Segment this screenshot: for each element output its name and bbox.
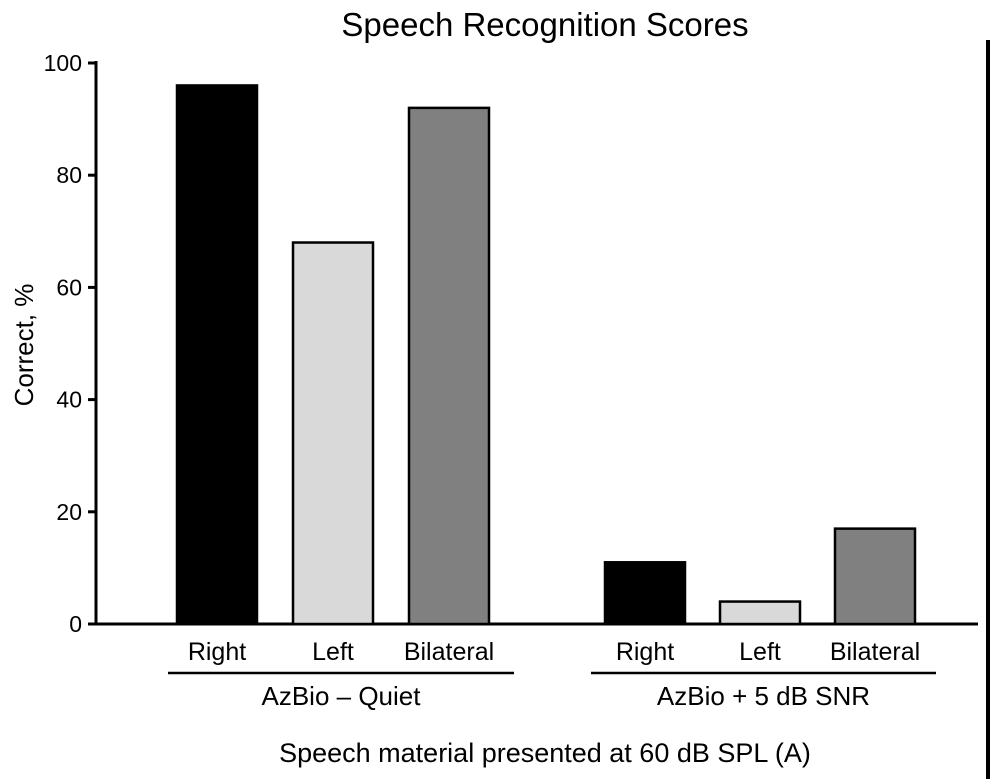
y-tick-label-20: 20 bbox=[56, 499, 82, 525]
bars bbox=[175, 84, 917, 626]
y-tick-label-100: 100 bbox=[44, 50, 82, 76]
bar-labels: Right Left Bilateral AzBio – Quiet Right Left… bbox=[168, 638, 936, 711]
bar-1-left bbox=[291, 241, 375, 626]
bar-1-right bbox=[175, 84, 259, 626]
category-label-1-left: Left bbox=[312, 638, 354, 666]
y-tick-label-80: 80 bbox=[56, 162, 82, 188]
category-label-2-bilateral: Bilateral bbox=[830, 638, 920, 666]
group-label-1: AzBio – Quiet bbox=[262, 681, 422, 711]
category-label-1-bilateral: Bilateral bbox=[404, 638, 494, 666]
x-axis-label: Speech material presented at 60 dB SPL (… bbox=[279, 738, 811, 768]
chart-title: Speech Recognition Scores bbox=[341, 6, 748, 43]
y-tick-label-40: 40 bbox=[56, 387, 82, 413]
category-label-2-right: Right bbox=[616, 638, 674, 666]
y-tick-label-60: 60 bbox=[56, 274, 82, 300]
bar-1-bilateral bbox=[407, 106, 491, 626]
y-tick-label-0: 0 bbox=[69, 611, 82, 637]
category-label-1-right: Right bbox=[188, 638, 246, 666]
bar-2-right bbox=[603, 561, 687, 626]
y-axis-label: Correct, % bbox=[9, 284, 39, 407]
group-label-2: AzBio + 5 dB SNR bbox=[657, 681, 870, 711]
frame-edge bbox=[986, 40, 990, 779]
category-label-2-left: Left bbox=[739, 638, 781, 666]
bar-2-bilateral bbox=[833, 527, 917, 626]
bar-2-left bbox=[718, 600, 802, 626]
